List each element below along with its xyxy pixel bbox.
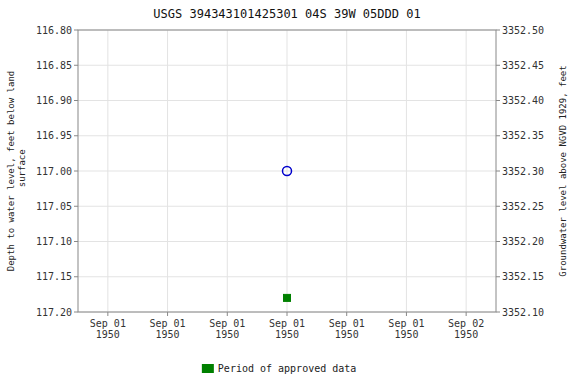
text-line: Sep 01 <box>209 318 245 329</box>
text-line: 1950 <box>335 329 359 340</box>
plot-frame <box>78 30 496 312</box>
y-tick <box>74 312 78 313</box>
text-line: Sep 01 <box>150 318 186 329</box>
text-line: 1950 <box>215 329 239 340</box>
y2-tick <box>496 276 500 277</box>
y-tick <box>74 135 78 136</box>
x-tick <box>406 312 407 316</box>
y-axis-label: Depth to water level, feet below land su… <box>6 71 27 271</box>
y2-tick-label: 3352.35 <box>502 130 544 141</box>
title: USGS 394343101425301 04S 39W 05DDD 01 <box>153 7 420 21</box>
y-tick <box>74 100 78 101</box>
y2-tick <box>496 241 500 242</box>
data <box>283 167 292 302</box>
y2-tick-label: 3352.45 <box>502 60 544 71</box>
x-tick-label: Sep 011950 <box>388 318 424 340</box>
y2-axis-label: Groundwater level above NGVD 1929, feet <box>558 65 568 276</box>
x-tick-label: Sep 011950 <box>150 318 186 340</box>
y-tick <box>74 30 78 31</box>
y-tick-label: 117.15 <box>36 271 72 282</box>
grid-line <box>227 30 228 312</box>
text-line: Sep 02 <box>448 318 484 329</box>
y-tick-label: 116.90 <box>36 95 72 106</box>
y2-tick <box>496 171 500 172</box>
x-tick <box>227 312 228 316</box>
text-line: Sep 01 <box>90 318 126 329</box>
grid-line <box>167 30 168 312</box>
grid-line <box>287 30 288 312</box>
text-line: Depth to water level, feet below land <box>6 71 16 271</box>
y2-tick-label: 3352.20 <box>502 236 544 247</box>
y-tick <box>74 276 78 277</box>
x-tick <box>167 312 168 316</box>
axes: 116.80 116.85 116.90 116.95 117.00 117.05 117.… <box>36 25 544 341</box>
y-tick <box>74 65 78 66</box>
legend-swatch <box>202 364 214 373</box>
text-line: 1950 <box>156 329 180 340</box>
y-tick-label: 116.95 <box>36 130 72 141</box>
text-line: Sep 01 <box>329 318 365 329</box>
y2-tick <box>496 135 500 136</box>
y-tick <box>74 241 78 242</box>
text-line: 1950 <box>96 329 120 340</box>
text-line: Sep 01 <box>269 318 305 329</box>
x-tick <box>346 312 347 316</box>
y-tick-label: 117.10 <box>36 236 72 247</box>
text-line: 1950 <box>454 329 478 340</box>
y-tick <box>74 171 78 172</box>
y-tick-label: 117.20 <box>36 307 72 318</box>
y2-tick <box>496 65 500 66</box>
y2-tick <box>496 30 500 31</box>
text-line: Sep 01 <box>388 318 424 329</box>
y-tick-label: 117.05 <box>36 201 72 212</box>
y2-tick <box>496 206 500 207</box>
x-tick <box>466 312 467 316</box>
background <box>0 0 576 384</box>
grid-line <box>107 30 108 312</box>
point <box>284 294 291 301</box>
y-tick-label: 116.80 <box>36 25 72 36</box>
x-tick <box>287 312 288 316</box>
y2-tick-label: 3352.10 <box>502 307 544 318</box>
x-tick-label: Sep 021950 <box>448 318 484 340</box>
legend: Period of approved data <box>202 363 356 374</box>
legend-label: Period of approved data <box>218 363 356 374</box>
y-tick <box>74 206 78 207</box>
y2-tick-label: 3352.40 <box>502 95 544 106</box>
text-line: 1950 <box>275 329 299 340</box>
grid-line <box>466 30 467 312</box>
y2-tick-label: 3352.50 <box>502 25 544 36</box>
text-line: 1950 <box>394 329 418 340</box>
x-tick-label: Sep 011950 <box>269 318 305 340</box>
x-tick-label: Sep 011950 <box>329 318 365 340</box>
chart: 116.80 116.85 116.90 116.95 117.00 117.05 117.… <box>0 0 576 384</box>
x-tick-label: Sep 011950 <box>90 318 126 340</box>
y-tick-label: 117.00 <box>36 166 72 177</box>
y2-tick-label: 3352.30 <box>502 166 544 177</box>
grid-line <box>346 30 347 312</box>
y-tick-label: 116.85 <box>36 60 72 71</box>
y2-tick-label: 3352.25 <box>502 201 544 212</box>
text-line: surface <box>17 149 27 192</box>
x-tick <box>107 312 108 316</box>
y2-tick-label: 3352.15 <box>502 271 544 282</box>
y2-tick <box>496 100 500 101</box>
grid-line <box>406 30 407 312</box>
x-tick-label: Sep 011950 <box>209 318 245 340</box>
y2-tick <box>496 312 500 313</box>
point <box>283 167 292 176</box>
grid <box>78 30 496 312</box>
text-line: Groundwater level above NGVD 1929, feet <box>558 65 568 276</box>
